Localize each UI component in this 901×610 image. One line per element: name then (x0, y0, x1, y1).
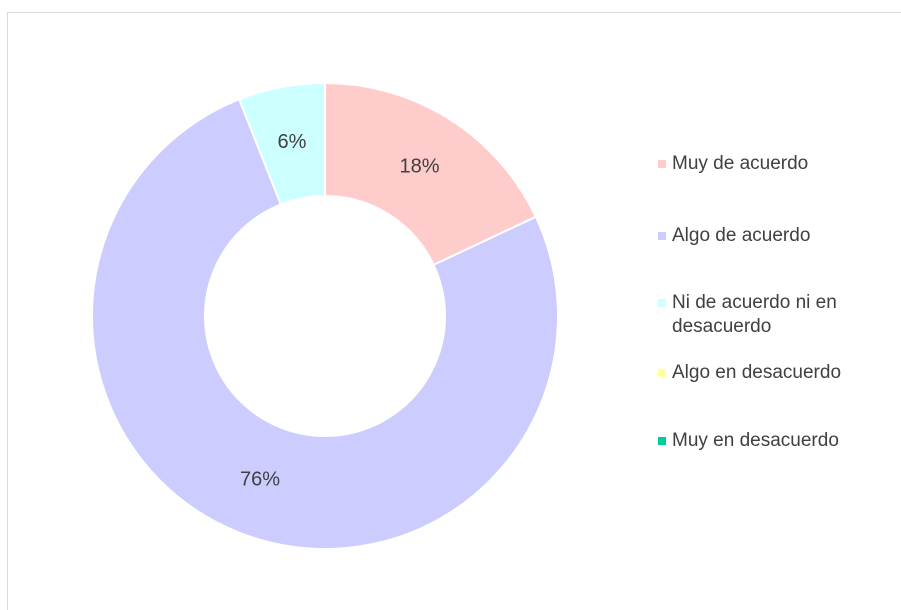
data-label: 6% (277, 131, 306, 153)
legend-item: Muy en desacuerdo (658, 429, 839, 453)
donut-slice (91, 98, 559, 550)
legend-swatch (658, 437, 666, 445)
chart-frame (7, 12, 901, 610)
legend-swatch (658, 160, 666, 168)
legend-label: Muy en desacuerdo (672, 430, 839, 451)
legend-item: Algo en desacuerdo (658, 361, 841, 385)
legend-label: Algo en desacuerdo (672, 362, 842, 383)
legend-swatch (658, 232, 666, 240)
legend-label: Algo de acuerdo (672, 225, 811, 246)
legend-swatch (658, 369, 666, 377)
data-label: 76% (240, 468, 280, 490)
data-label: 18% (400, 155, 440, 177)
donut-slice (324, 81, 538, 267)
legend-label: Muy de acuerdo (672, 153, 809, 174)
legend-item: Algo de acuerdo (658, 224, 810, 248)
legend-label: Ni de acuerdo ni en desacuerdo (672, 292, 837, 337)
legend-item: Muy de acuerdo (658, 152, 808, 176)
legend-swatch (658, 299, 666, 307)
legend-item: Ni de acuerdo ni en desacuerdo (658, 291, 887, 339)
